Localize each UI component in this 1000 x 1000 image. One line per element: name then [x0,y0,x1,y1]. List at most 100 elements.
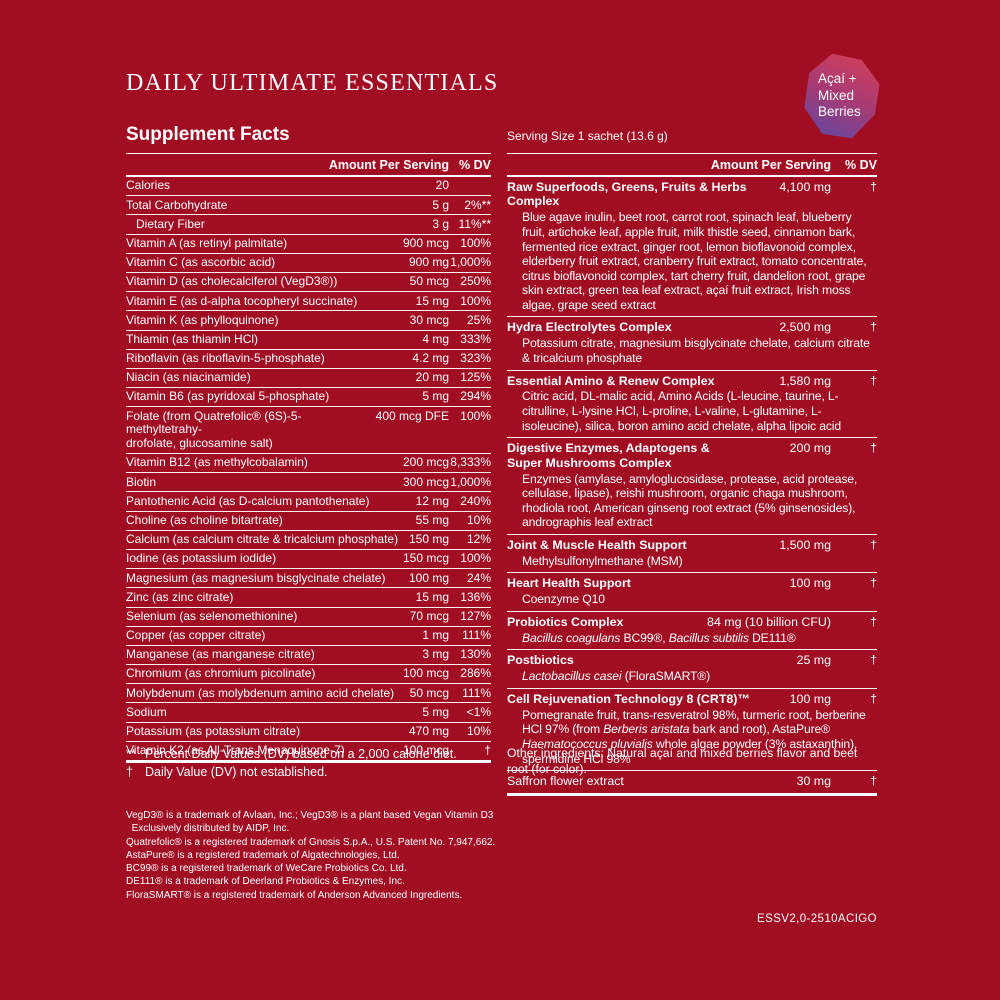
complex-ingredients: Methylsulfonylmethane (MSM) [522,553,683,568]
nutrient-row: Chromium (as chromium picolinate) 100 mcg… [126,665,491,685]
nutrient-row: Potassium (as potassium citrate) 470 mg 10… [126,723,491,742]
nutrient-amount: 100 mcg [402,666,449,681]
nutrient-row: Choline (as choline bitartrate) 55 mg 10% [126,512,491,531]
trademark-line: DE111® is a trademark of Deerland Probio… [126,876,405,888]
nutrient-amount: 100 mg [408,570,449,585]
nutrient-amount: 5 mg [422,704,449,719]
dv-footnotes: ** Percent Daily Values (DV) based on a 2… [126,745,506,781]
nutrient-dv: 294% [460,389,491,404]
nutrient-dv: 25% [466,312,491,327]
nutrient-label: Folate (from Quatrefolic® (6S)-5-methylt… [126,408,302,451]
nutrient-amount: 4 mg [422,331,449,346]
nutrient-label: Pantothenic Acid (as D-calcium pantothen… [126,493,370,508]
nutrient-amount: 20 mg [415,370,449,385]
complex-name: Saffron flower extract [507,774,624,789]
nutrient-label: Choline (as choline bitartrate) [126,512,283,527]
footnote-symbol: ** [126,747,136,761]
nutrient-row: Selenium (as selenomethionine) 70 mcg 127% [126,608,491,627]
complex-dv: † [870,537,877,552]
nutrient-label: Vitamin K2 (as All-Trans Menaquinone-7) [126,743,345,758]
nutrient-amount: 20 [435,178,449,193]
nutrient-label: Vitamin C (as ascorbic acid) [126,255,276,270]
complex-ingredients: Citric acid, DL-malic acid, Amino Acids … [522,389,841,433]
complex-ingredients: Potassium citrate, magnesium bisglycinat… [522,336,870,365]
nutrient-row: Biotin 300 mcg 1,000% [126,473,491,493]
complex-header: Essential Amino & Renew Complex 1,580 mg † [507,374,877,388]
nutrient-amount: 400 mcg DFE [375,408,449,423]
nutrient-row: Zinc (as zinc citrate) 15 mg 136% [126,588,491,608]
complex-ingredients: Blue agave inulin, beet root, carrot roo… [522,210,867,312]
complex-header: Digestive Enzymes, Adaptogens & Super Mu… [507,441,877,470]
nutrient-row: Vitamin A (as retinyl palmitate) 900 mcg 1… [126,235,491,254]
nutrient-label: Copper (as copper citrate) [126,628,266,643]
complex-ingredients: Lactobacillus casei (FloraSMART®) [522,669,711,684]
nutrient-amount: 900 mg [408,255,449,270]
complex-section: Saffron flower extract 30 mg † [507,771,877,792]
nutrient-row: Vitamin C (as ascorbic acid) 900 mg 1,000% [126,254,491,273]
nutrient-amount: 470 mg [408,724,449,739]
nutrient-row: Calories 20 [126,177,491,197]
complex-section: Hydra Electrolytes Complex 2,500 mg † Potas… [507,317,877,371]
complex-amount: 100 mg [789,576,831,591]
nutrient-row: Calcium (as calcium citrate & tricalcium… [126,531,491,550]
complex-name: Hydra Electrolytes Complex [507,320,672,335]
amount-per-serving-header: Amount Per Serving [710,158,831,172]
footnote-symbol: † [126,765,133,779]
nutrient-label: Niacin (as niacinamide) [126,370,251,385]
nutrient-dv: 100% [460,293,491,308]
trademark-line: Exclusively distributed by AIDP, Inc. [126,823,290,835]
complex-name: Postbiotics [507,653,574,668]
nutrient-label: Chromium (as chromium picolinate) [126,666,316,681]
complex-amount: 200 mg [789,441,831,456]
nutrient-row: Riboflavin (as riboflavin-5-phosphate) 4.… [126,350,491,369]
nutrient-label: Selenium (as selenomethionine) [126,608,298,623]
nutrient-label: Manganese (as manganese citrate) [126,647,315,662]
nutrient-label: Thiamin (as thiamin HCl) [126,331,259,346]
complex-name: Cell Rejuvenation Technology 8 (CRT8)™ [507,691,750,706]
complex-section: Essential Amino & Renew Complex 1,580 mg †… [507,371,877,439]
nutrient-label: Calories [126,178,171,193]
complex-header: Probiotics Complex 84 mg (10 billion CFU)… [507,615,877,629]
nutrient-dv: 136% [460,589,491,604]
product-code: ESSV2,0-2510ACIGO [757,913,877,925]
percent-dv-header: % DV [459,158,491,172]
nutrient-row: Copper (as copper citrate) 1 mg 111% [126,627,491,646]
nutrient-amount: 3 mg [422,647,449,662]
complex-header: Hydra Electrolytes Complex 2,500 mg † [507,320,877,334]
nutrient-amount: 900 mcg [402,235,449,250]
trademark-line: VegD3® is a trademark of Avlaan, Inc.; V… [126,810,494,821]
nutrient-dv: 333% [460,331,491,346]
supplement-facts-heading: Supplement Facts [126,124,290,145]
footnote-text: Percent Daily Values (DV) based on a 2,0… [145,747,457,761]
nutrient-label: Calcium (as calcium citrate & tricalcium… [126,532,399,547]
nutrient-dv: 10% [466,724,491,739]
complex-header: Joint & Muscle Health Support 1,500 mg † [507,538,877,552]
nutrient-dv: 125% [460,370,491,385]
nutrient-row: Sodium 5 mg <1% [126,703,491,723]
complex-name: Raw Superfoods, Greens, Fruits & Herbs C… [507,180,747,209]
nutrient-label: Potassium (as potassium citrate) [126,724,301,739]
complex-dv: † [870,441,877,456]
nutrient-row: Vitamin B6 (as pyridoxal 5-phosphate) 5 m… [126,388,491,408]
complex-amount: 1,580 mg [779,373,831,388]
nutrient-row: Dietary Fiber 3 g 11%** [126,215,491,235]
complex-ingredients: Coenzyme Q10 [522,592,605,607]
complexes-table: Amount Per Serving % DV Raw Superfoods, … [507,153,877,796]
complex-dv: † [870,774,877,789]
nutrient-label: Zinc (as zinc citrate) [126,589,234,604]
percent-dv-header: % DV [845,158,877,172]
nutrient-label: Vitamin B6 (as pyridoxal 5-phosphate) [126,389,330,404]
nutrient-dv: 1,000% [450,255,491,270]
nutrient-label: Molybdenum (as molybdenum amino acid che… [126,685,395,700]
complex-header: Heart Health Support 100 mg † [507,576,877,590]
other-ingredients: Other ingredients: Natural açaí and mixe… [507,746,858,776]
nutrient-amount: 55 mg [415,512,449,527]
nutrient-label: Vitamin D (as cholecalciferol (VegD3®)) [126,274,338,289]
nutrient-row: Total Carbohydrate 5 g 2%** [126,196,491,216]
complex-section: Digestive Enzymes, Adaptogens & Super Mu… [507,438,877,535]
nutrient-amount: 50 mcg [409,685,449,700]
nutrient-label: Biotin [126,474,157,489]
nutrient-row: Vitamin E (as d-alpha tocopheryl succina… [126,292,491,312]
nutrient-dv: 127% [460,608,491,623]
